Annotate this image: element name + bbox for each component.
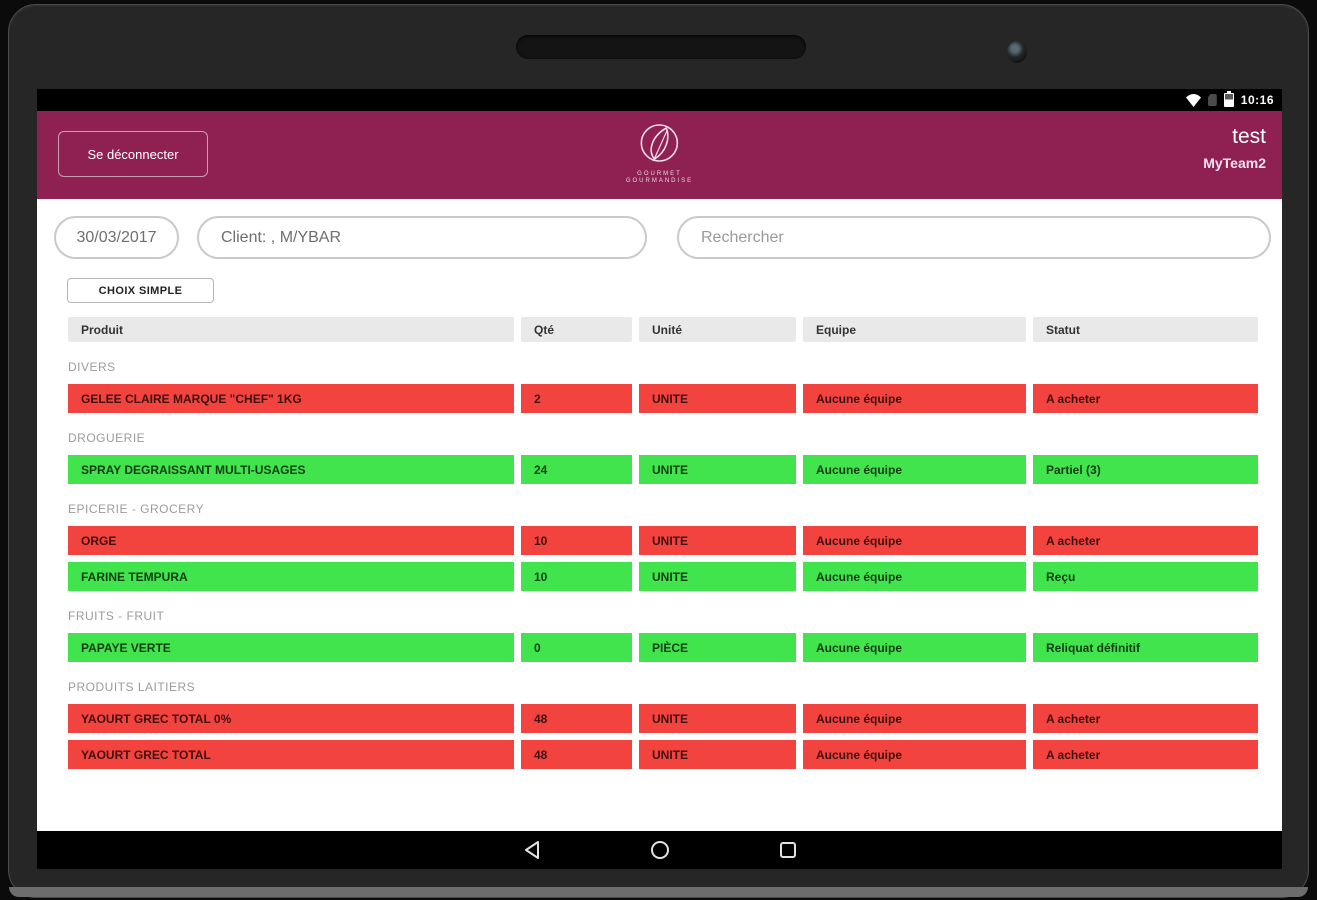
cell-status: A acheter: [1033, 704, 1258, 733]
cell-status: Reliquat définitif: [1033, 633, 1258, 662]
front-camera: [1007, 41, 1027, 63]
section-label: DIVERS: [68, 360, 116, 374]
content-area: 30/03/2017 Client: , M/YBAR Rechercher C…: [37, 199, 1282, 831]
cell-team: Aucune équipe: [803, 704, 1026, 733]
cell-team: Aucune équipe: [803, 526, 1026, 555]
section-label: PRODUITS LAITIERS: [68, 680, 196, 694]
cell-qty: 10: [521, 562, 632, 591]
app-header: Se déconnecter GOURMET GOURMANDISE test …: [37, 111, 1282, 199]
android-nav-bar: [37, 831, 1282, 869]
cell-unit: UNITE: [639, 526, 796, 555]
column-header-qte[interactable]: Qté: [521, 317, 632, 342]
column-header-produit[interactable]: Produit: [68, 317, 514, 342]
cell-status: A acheter: [1033, 740, 1258, 769]
back-icon: [525, 841, 539, 859]
recents-button[interactable]: [773, 835, 803, 865]
user-name: test: [1232, 125, 1266, 148]
client-field[interactable]: Client: , M/YBAR: [197, 216, 647, 259]
section-label: EPICERIE - GROCERY: [68, 502, 205, 516]
cell-qty: 2: [521, 384, 632, 413]
logout-button[interactable]: Se déconnecter: [58, 131, 208, 177]
table-header: Produit Qté Unité Equipe Statut: [68, 317, 1258, 342]
status-time: 10:16: [1240, 93, 1274, 107]
cell-unit: UNITE: [639, 740, 796, 769]
screen: 10:16 Se déconnecter GOURMET GOURMANDISE…: [37, 89, 1282, 869]
cell-unit: UNITE: [639, 704, 796, 733]
leaf-logo-icon: [640, 124, 679, 162]
cell-status: Partiel (3): [1033, 455, 1258, 484]
cell-status: A acheter: [1033, 384, 1258, 413]
date-field[interactable]: 30/03/2017: [54, 216, 179, 259]
cell-qty: 10: [521, 526, 632, 555]
speaker-slot: [516, 35, 806, 59]
home-icon: [650, 841, 669, 859]
cell-team: Aucune équipe: [803, 455, 1026, 484]
cell-product: PAPAYE VERTE: [68, 633, 514, 662]
filter-row: 30/03/2017 Client: , M/YBAR Rechercher: [37, 199, 1282, 259]
cell-product: YAOURT GREC TOTAL: [68, 740, 514, 769]
device-bottom-edge: [9, 887, 1308, 897]
cell-qty: 24: [521, 455, 632, 484]
cell-qty: 0: [521, 633, 632, 662]
cell-product: FARINE TEMPURA: [68, 562, 514, 591]
cell-product: SPRAY DEGRAISSANT MULTI-USAGES: [68, 455, 514, 484]
app-logo: GOURMET GOURMANDISE: [626, 119, 693, 185]
table-body: DIVERS GELEE CLAIRE MARQUE "CHEF" 1KG 2 UNI…: [37, 360, 1282, 769]
wifi-icon: [1185, 93, 1201, 107]
cell-unit: UNITE: [639, 562, 796, 591]
home-button[interactable]: [645, 835, 675, 865]
table-row[interactable]: YAOURT GREC TOTAL 48 UNITE Aucune équipe A a…: [68, 740, 1258, 769]
column-header-statut[interactable]: Statut: [1033, 317, 1258, 342]
search-input[interactable]: Rechercher: [677, 216, 1271, 259]
cell-status: Reçu: [1033, 562, 1258, 591]
cell-team: Aucune équipe: [803, 740, 1026, 769]
table-row[interactable]: FARINE TEMPURA 10 UNITE Aucune équipe Reçu: [68, 562, 1258, 591]
table-row[interactable]: SPRAY DEGRAISSANT MULTI-USAGES 24 UNITE Auc…: [68, 455, 1258, 484]
table-row[interactable]: YAOURT GREC TOTAL 0% 48 UNITE Aucune équipe…: [68, 704, 1258, 733]
cell-team: Aucune équipe: [803, 562, 1026, 591]
cell-product: ORGE: [68, 526, 514, 555]
user-block: test MyTeam2: [1203, 125, 1266, 171]
cell-unit: UNITE: [639, 384, 796, 413]
cell-team: Aucune équipe: [803, 384, 1026, 413]
logo-text-line2: GOURMANDISE: [625, 178, 694, 184]
table-row[interactable]: ORGE 10 UNITE Aucune équipe A acheter: [68, 526, 1258, 555]
cell-product: YAOURT GREC TOTAL 0%: [68, 704, 514, 733]
table-row[interactable]: PAPAYE VERTE 0 PIÈCE Aucune équipe Reliquat …: [68, 633, 1258, 662]
battery-icon: [1223, 91, 1234, 107]
recents-icon: [779, 842, 796, 858]
cell-product: GELEE CLAIRE MARQUE "CHEF" 1KG: [68, 384, 514, 413]
back-button[interactable]: [517, 835, 547, 865]
table-row[interactable]: GELEE CLAIRE MARQUE "CHEF" 1KG 2 UNITE Aucu…: [68, 384, 1258, 413]
logo-text-line1: GOURMET: [637, 171, 682, 177]
team-name: MyTeam2: [1203, 155, 1266, 171]
cell-unit: PIÈCE: [639, 633, 796, 662]
tablet-frame: 10:16 Se déconnecter GOURMET GOURMANDISE…: [8, 4, 1309, 898]
section-label: DROGUERIE: [68, 431, 146, 445]
status-bar: 10:16: [37, 89, 1282, 111]
cell-unit: UNITE: [639, 455, 796, 484]
cell-team: Aucune équipe: [803, 633, 1026, 662]
column-header-equipe[interactable]: Equipe: [803, 317, 1026, 342]
no-sim-icon: [1207, 94, 1217, 106]
section-label: FRUITS - FRUIT: [68, 609, 165, 623]
cell-qty: 48: [521, 704, 632, 733]
cell-qty: 48: [521, 740, 632, 769]
column-header-unite[interactable]: Unité: [639, 317, 796, 342]
choix-simple-button[interactable]: CHOIX SIMPLE: [67, 278, 214, 303]
cell-status: A acheter: [1033, 526, 1258, 555]
